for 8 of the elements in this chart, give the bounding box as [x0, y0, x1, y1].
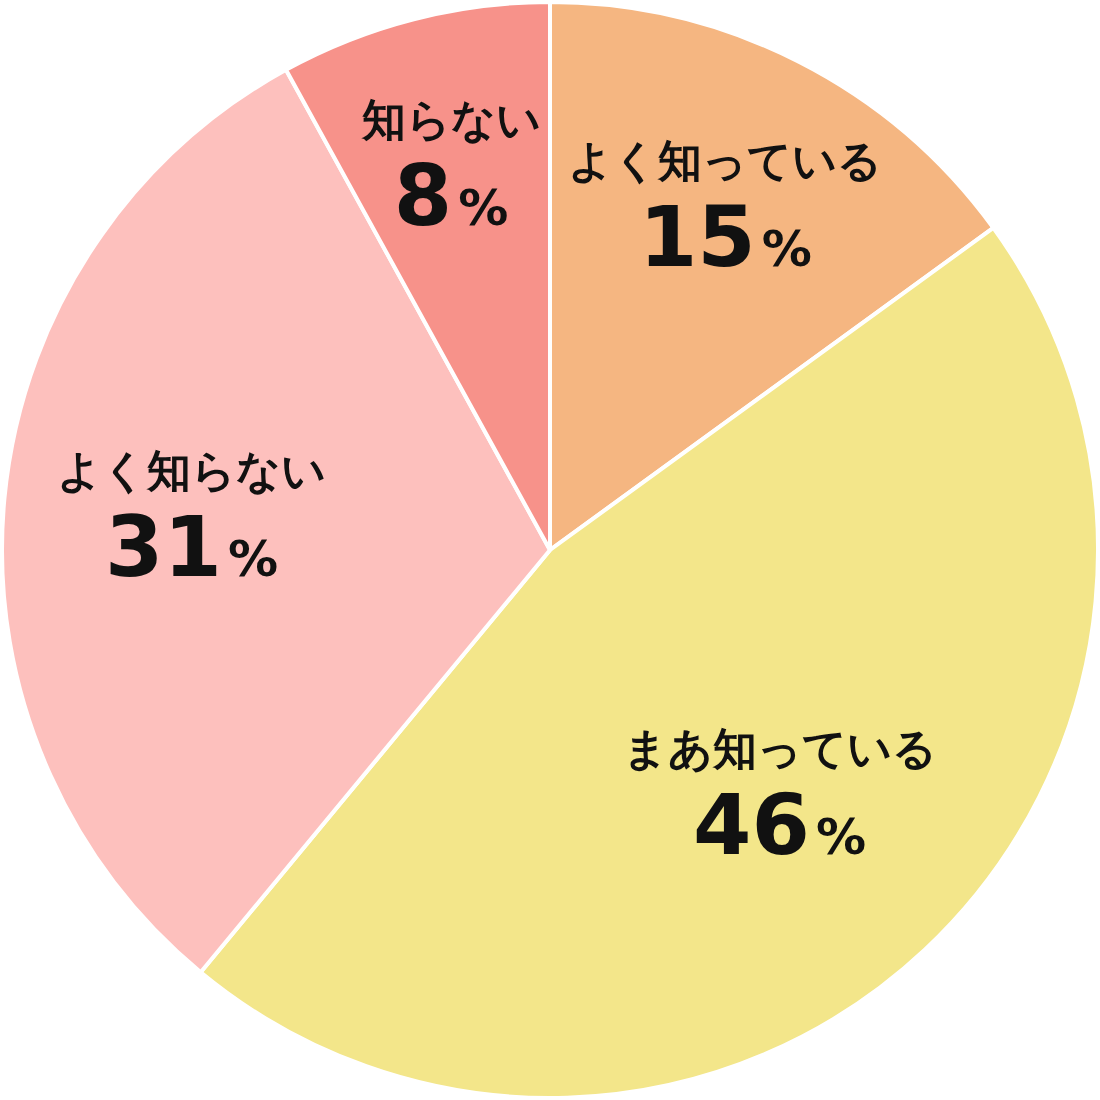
- slice-label: よく知っている: [568, 134, 883, 186]
- slice-label: まあ知っている: [622, 723, 937, 775]
- slice-label: よく知らない: [57, 445, 327, 497]
- data-label: 31%: [105, 498, 279, 597]
- data-label: 46%: [693, 776, 867, 875]
- data-label: 15%: [638, 187, 812, 286]
- slice-label: 知らない: [360, 93, 541, 145]
- data-label: 8%: [393, 146, 509, 245]
